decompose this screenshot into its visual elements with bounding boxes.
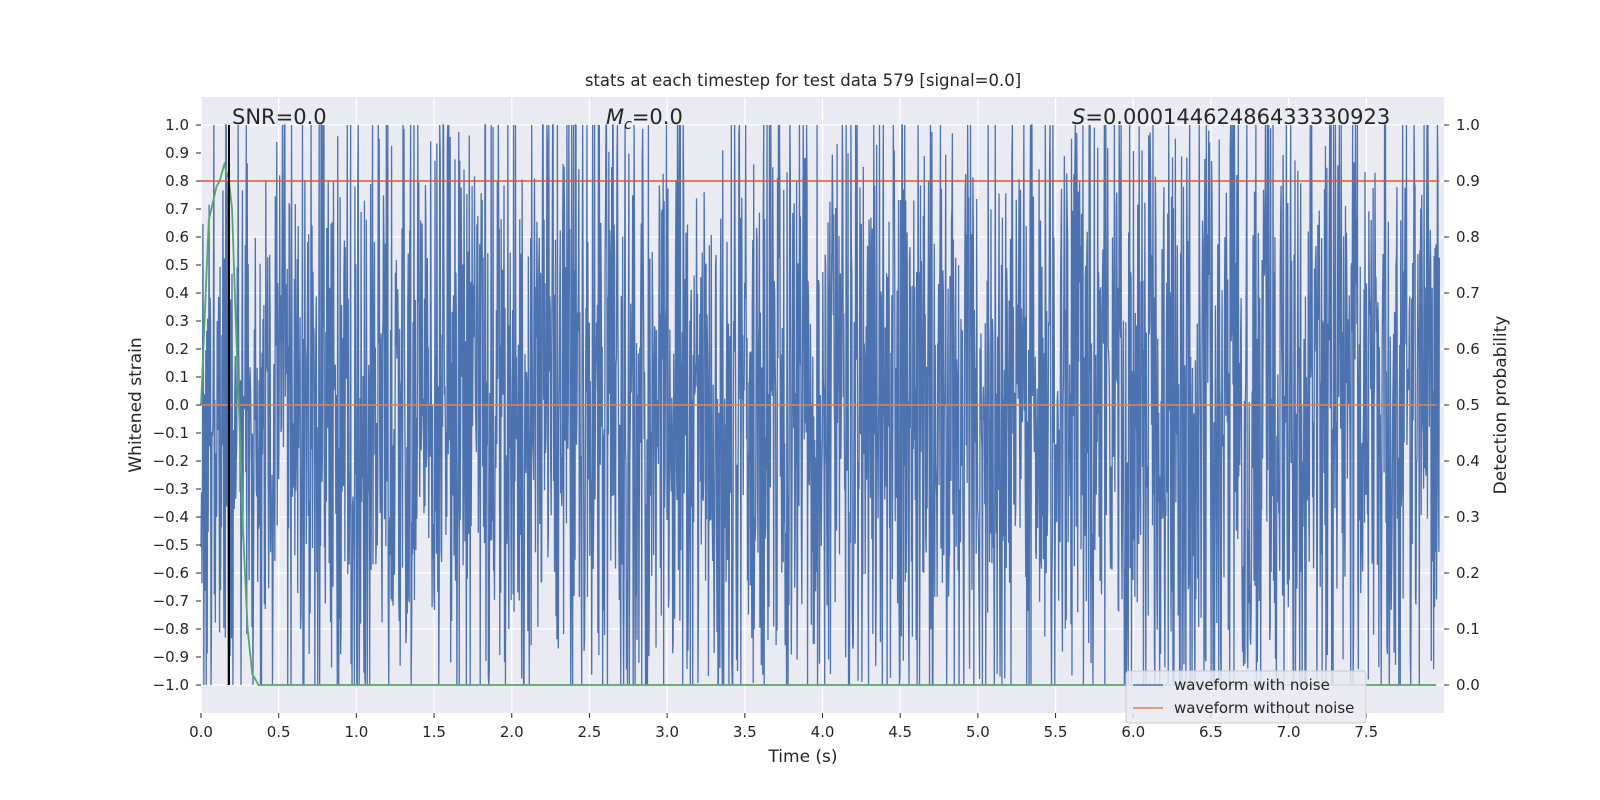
series-waveform-with-noise [200, 124, 1440, 687]
s-annotation: S=0.00014462486433330923 [1072, 105, 1390, 129]
chart-title: stats at each timestep for test data 579… [585, 71, 1021, 90]
x-tick-label: 4.0 [811, 723, 835, 741]
x-tick-label: 6.5 [1199, 723, 1223, 741]
y-axis-label: Whitened strain [126, 337, 146, 472]
x-tick-label: 5.0 [966, 723, 990, 741]
x-tick-label: 2.5 [578, 723, 602, 741]
mc-annotation: Mc=0.0 [606, 105, 683, 133]
x-axis-label: Time (s) [767, 747, 837, 767]
y-tick-label: −0.9 [153, 648, 189, 666]
series-detection-probability [200, 160, 1437, 686]
legend-box [1125, 670, 1367, 724]
x-tick-label: 1.5 [422, 723, 446, 741]
y-right-tick-label: 0.2 [1456, 564, 1480, 582]
y-right-tick-label: 0.0 [1456, 676, 1480, 694]
y-tick-label: −0.7 [153, 592, 189, 610]
y-right-tick-label: 0.5 [1456, 396, 1480, 414]
y-right-tick-label: 0.8 [1456, 228, 1480, 246]
y-right-tick-label: 0.4 [1456, 452, 1480, 470]
y-tick-label: 0.7 [165, 200, 189, 218]
y-tick-label: −0.8 [153, 620, 189, 638]
x-tick-labels: 0.0 0.5 1.0 1.5 2.0 2.5 3.0 3.5 4.0 4.5 5.0 5.5 6.0 6… [189, 713, 1378, 741]
snr-annotation: SNR=0.0 [232, 105, 327, 129]
y-right-tick-label: 0.7 [1456, 284, 1480, 302]
y-tick-label: 1.0 [165, 116, 189, 134]
x-tick-label: 7.0 [1277, 723, 1301, 741]
y-tick-label: 0.9 [165, 144, 189, 162]
legend-label-noise: waveform with noise [1174, 676, 1330, 694]
y-tick-label: −1.0 [153, 676, 189, 694]
y-tick-label: 0.0 [165, 396, 189, 414]
y-tick-label: 0.6 [165, 228, 189, 246]
y-right-axis-label: Detection probability [1491, 316, 1511, 495]
y-tick-label: 0.5 [165, 256, 189, 274]
y-tick-label: −0.2 [153, 452, 189, 470]
y-tick-label: 0.8 [165, 172, 189, 190]
y-right-tick-label: 0.3 [1456, 508, 1480, 526]
y-tick-labels: 1.0 0.9 0.8 0.7 0.6 0.5 0.4 0.3 0.2 0.1 0.0 −0.1 −0.… [153, 116, 201, 694]
y-right-tick-label: 0.9 [1456, 172, 1480, 190]
y-tick-label: 0.4 [165, 284, 189, 302]
x-tick-label: 6.0 [1121, 723, 1145, 741]
y-right-tick-label: 0.6 [1456, 340, 1480, 358]
x-tick-label: 2.0 [500, 723, 524, 741]
x-tick-label: 0.0 [189, 723, 213, 741]
y-tick-label: −0.1 [153, 424, 189, 442]
probability-path [200, 160, 1437, 686]
legend-label-clean: waveform without noise [1174, 699, 1354, 717]
legend: waveform with noise waveform without noi… [1125, 670, 1367, 724]
x-tick-label: 3.0 [655, 723, 679, 741]
x-tick-label: 1.0 [344, 723, 368, 741]
x-tick-label: 7.5 [1354, 723, 1378, 741]
y-right-tick-label: 1.0 [1456, 116, 1480, 134]
y-tick-label: 0.3 [165, 312, 189, 330]
y-tick-label: −0.3 [153, 480, 189, 498]
y-tick-label: −0.6 [153, 564, 189, 582]
x-tick-label: 4.5 [888, 723, 912, 741]
y-right-tick-label: 0.1 [1456, 620, 1480, 638]
y-tick-label: −0.4 [153, 508, 189, 526]
noise-waveform-path [200, 124, 1440, 687]
x-tick-label: 3.5 [733, 723, 757, 741]
x-tick-label: 5.5 [1044, 723, 1068, 741]
y-right-tick-labels: 1.0 0.9 0.8 0.7 0.6 0.5 0.4 0.3 0.2 0.1 0.0 [1444, 116, 1480, 694]
y-tick-label: 0.1 [165, 368, 189, 386]
y-tick-label: −0.5 [153, 536, 189, 554]
y-tick-label: 0.2 [165, 340, 189, 358]
x-tick-label: 0.5 [267, 723, 291, 741]
